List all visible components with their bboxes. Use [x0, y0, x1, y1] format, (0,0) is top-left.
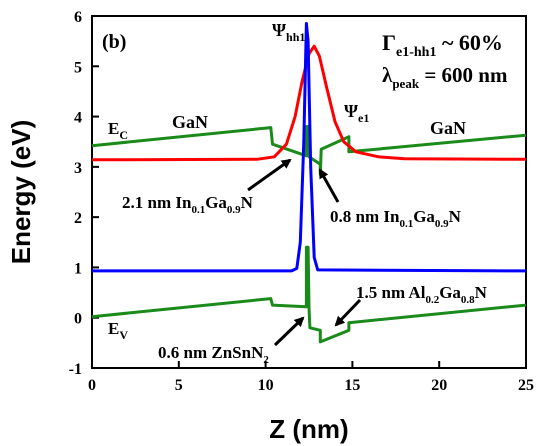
algan-c: Ga	[439, 283, 461, 302]
algan-d: 0.8	[461, 294, 475, 306]
x-axis-title: Z (nm)	[269, 414, 348, 444]
psi-hh1-label: Ψhh1	[272, 20, 305, 44]
algan-e: N	[475, 283, 488, 302]
y-tick-label: 1	[74, 260, 82, 277]
gan-right-label: GaN	[430, 118, 466, 138]
znsn-b: 2	[263, 354, 269, 366]
algan-label: 1.5 nm Al0.2Ga0.8N	[356, 283, 488, 306]
gan-left-label: GaN	[172, 112, 208, 132]
znsn-a: 0.6 nm ZnSnN	[158, 343, 264, 362]
psi-hh1-subscript: hh1	[286, 30, 305, 44]
panel-label: (b)	[102, 31, 126, 53]
y-tick-label: 0	[74, 311, 82, 328]
psi-hh1-symbol: Ψ	[272, 20, 286, 40]
series-line--hh1	[92, 22, 527, 273]
lambda-value: = 600 nm	[419, 63, 508, 87]
ev-symbol: E	[108, 319, 119, 338]
x-tick-label: 20	[431, 377, 447, 394]
ingan-08-label: 0.8 nm In0.1Ga0.9N	[330, 207, 462, 230]
gamma-value: ~ 60%	[436, 30, 502, 55]
gamma-annotation: Γe1-hh1 ~ 60%	[382, 30, 503, 60]
ingan-21-e: N	[241, 193, 254, 212]
x-tick-label: 25	[518, 377, 534, 394]
lambda-symbol: λ	[382, 63, 393, 87]
x-tick-label: 0	[88, 377, 96, 394]
arrow-ingan-08	[318, 168, 340, 203]
x-tick-label: 15	[344, 377, 360, 394]
ingan-21-c: Ga	[205, 193, 227, 212]
series-group	[91, 22, 527, 344]
arrow-algan	[334, 298, 362, 327]
gamma-subscript: e1-hh1	[396, 45, 436, 60]
ingan-08-d: 0.9	[435, 218, 449, 230]
y-tick-label: 4	[74, 110, 82, 127]
y-tick-label: -1	[69, 361, 82, 378]
y-tick-label: 2	[74, 210, 82, 227]
ev-label: EV	[108, 319, 128, 342]
znsn-label: 0.6 nm ZnSnN2	[158, 343, 269, 366]
ev-subscript: V	[119, 328, 128, 342]
series-line-e-v	[91, 245, 527, 344]
algan-b: 0.2	[425, 294, 439, 306]
psi-e1-subscript: e1	[358, 111, 369, 125]
plot-frame	[91, 15, 527, 369]
psi-e1-symbol: Ψ	[344, 101, 358, 121]
ingan-08-a: 0.8 nm In	[330, 207, 400, 226]
y-tick-label: 5	[74, 59, 82, 76]
ticks: 0 5 10 15 20 25 -1 0 1 2 3 4 5 6	[69, 9, 534, 394]
ec-label: EC	[108, 119, 128, 142]
ingan-21-d: 0.9	[227, 204, 241, 216]
ingan-08-b: 0.1	[399, 218, 413, 230]
lambda-subscript: peak	[392, 76, 420, 91]
series-line--e1	[91, 44, 527, 162]
gamma-symbol: Γ	[382, 30, 396, 55]
algan-a: 1.5 nm Al	[356, 283, 426, 302]
arrow-ingan-21	[247, 158, 292, 192]
ingan-08-c: Ga	[413, 207, 435, 226]
ec-symbol: E	[108, 119, 119, 138]
x-tick-label: 10	[258, 377, 274, 394]
lambda-annotation: λpeak = 600 nm	[382, 63, 508, 91]
ingan-21-b: 0.1	[191, 204, 205, 216]
y-tick-label: 6	[74, 9, 82, 26]
y-tick-label: 3	[74, 160, 82, 177]
x-tick-label: 5	[175, 377, 183, 394]
y-axis-title: Energy (eV)	[6, 120, 36, 265]
ec-subscript: C	[119, 128, 128, 142]
psi-e1-label: Ψe1	[344, 101, 369, 125]
arrow-znsn	[273, 316, 305, 347]
ingan-21-a: 2.1 nm In	[122, 193, 192, 212]
ingan-08-e: N	[449, 207, 462, 226]
ingan-21-label: 2.1 nm In0.1Ga0.9N	[122, 193, 254, 216]
